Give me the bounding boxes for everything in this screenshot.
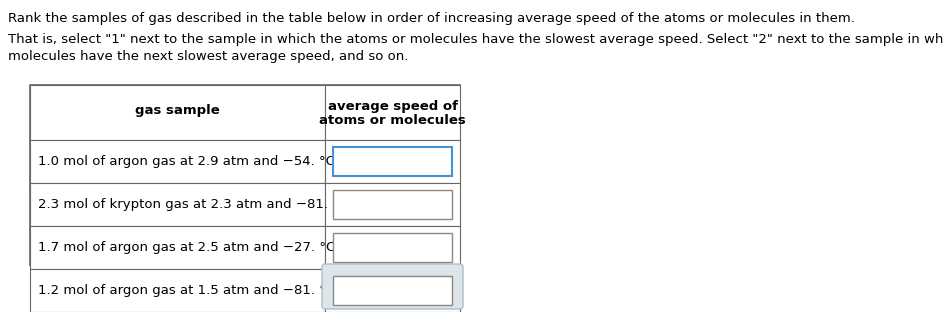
Bar — [333, 276, 452, 305]
Bar — [325, 269, 460, 312]
Text: 1.0 mol of argon gas at 2.9 atm and −54. °C: 1.0 mol of argon gas at 2.9 atm and −54.… — [38, 155, 335, 168]
Text: gas sample: gas sample — [135, 104, 220, 117]
Text: That is, select "1" next to the sample in which the atoms or molecules have the : That is, select "1" next to the sample i… — [8, 33, 944, 46]
Text: ↵: ↵ — [408, 277, 421, 295]
Bar — [333, 190, 452, 219]
Text: (Choose one): (Choose one) — [338, 155, 427, 168]
Text: molecules have the next slowest average speed, and so on.: molecules have the next slowest average … — [8, 50, 409, 63]
Bar — [30, 269, 325, 312]
Bar — [30, 85, 325, 140]
Text: (Choose one): (Choose one) — [338, 284, 427, 297]
Bar — [30, 140, 325, 183]
Text: ×: × — [363, 277, 378, 295]
Bar — [333, 147, 452, 176]
Text: ⌄: ⌄ — [433, 240, 446, 255]
Text: ⌄: ⌄ — [433, 197, 446, 212]
Bar — [325, 140, 460, 183]
Text: atoms or molecules: atoms or molecules — [319, 114, 466, 127]
Text: Rank the samples of gas described in the table below in order of increasing aver: Rank the samples of gas described in the… — [8, 12, 855, 25]
Text: ⌄: ⌄ — [433, 283, 446, 298]
Bar — [325, 226, 460, 269]
Bar — [30, 183, 325, 226]
Text: 1.7 mol of argon gas at 2.5 atm and −27. °C: 1.7 mol of argon gas at 2.5 atm and −27.… — [38, 241, 335, 254]
Bar — [30, 226, 325, 269]
Text: (Choose one): (Choose one) — [338, 198, 427, 211]
Bar — [30, 85, 460, 265]
Text: ⌄: ⌄ — [433, 154, 446, 169]
Text: (Choose one): (Choose one) — [338, 241, 427, 254]
Bar — [333, 233, 452, 262]
FancyBboxPatch shape — [322, 264, 463, 309]
Text: 1.2 mol of argon gas at 1.5 atm and −81. °C: 1.2 mol of argon gas at 1.5 atm and −81.… — [38, 284, 335, 297]
Text: average speed of: average speed of — [328, 100, 458, 113]
Bar — [325, 85, 460, 140]
Text: 2.3 mol of krypton gas at 2.3 atm and −81. °C: 2.3 mol of krypton gas at 2.3 atm and −8… — [38, 198, 348, 211]
Bar — [325, 183, 460, 226]
